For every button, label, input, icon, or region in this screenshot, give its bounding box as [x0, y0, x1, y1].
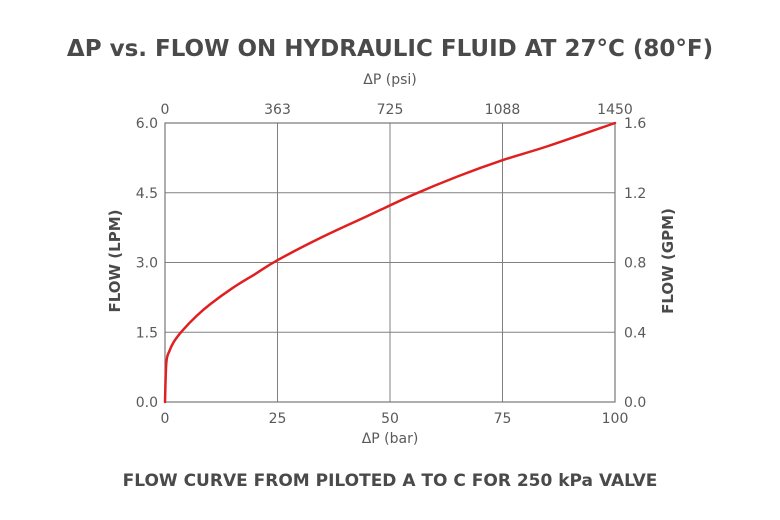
- x-tick-label: 100: [602, 411, 629, 427]
- x2-tick-label: 363: [264, 102, 291, 118]
- x2-tick-label: 725: [377, 102, 404, 118]
- y-tick-label: 0.0: [136, 395, 158, 411]
- y-tick-label: 4.5: [136, 186, 158, 202]
- y2-axis-label: FLOW (GPM): [659, 208, 677, 314]
- x2-tick-label: 0: [161, 102, 170, 118]
- y-tick-label: 1.5: [136, 325, 158, 341]
- y2-tick-label: 0.8: [624, 256, 646, 272]
- plot-frame: [164, 122, 616, 403]
- x-axis-label: ΔP (bar): [362, 431, 419, 447]
- x2-axis-label: ΔP (psi): [363, 72, 416, 88]
- x-tick-label: 25: [269, 411, 287, 427]
- chart-title: ΔP vs. FLOW ON HYDRAULIC FLUID AT 27°C (…: [67, 36, 713, 62]
- y2-tick-label: 1.2: [624, 186, 646, 202]
- y2-tick-label: 0.4: [624, 325, 646, 341]
- x2-tick-label: 1450: [597, 102, 633, 118]
- chart-caption: FLOW CURVE FROM PILOTED A TO C FOR 250 k…: [123, 471, 658, 491]
- x-tick-label: 0: [161, 411, 170, 427]
- plot-area: 0 0 25 363 50 725 75 1088 100 1450 0.0 0.0 1.5 0.4 3.0…: [136, 102, 647, 427]
- x-tick-label: 75: [494, 411, 512, 427]
- x2-tick-label: 1088: [485, 102, 521, 118]
- series-line: [163, 121, 617, 404]
- x-tick-label: 50: [381, 411, 399, 427]
- y2-tick-label: 0.0: [624, 395, 646, 411]
- y-axis-label: FLOW (LPM): [106, 210, 124, 313]
- y-tick-label: 6.0: [136, 116, 158, 132]
- y-tick-label: 3.0: [136, 256, 158, 272]
- y2-tick-label: 1.6: [624, 116, 646, 132]
